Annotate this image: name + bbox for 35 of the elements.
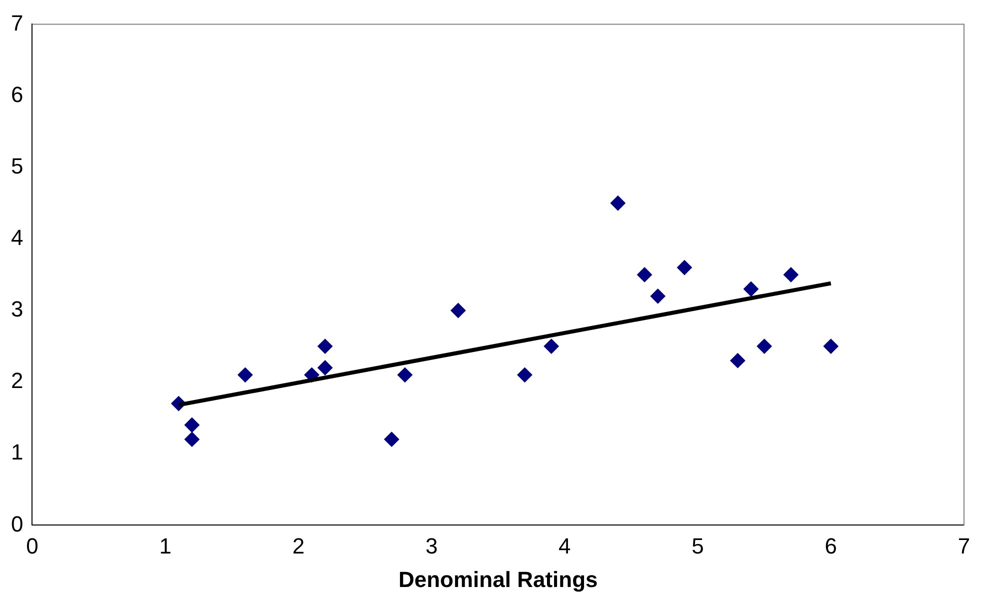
x-axis-title: Denominal Ratings bbox=[398, 566, 598, 592]
y-tick-label: 6 bbox=[10, 82, 24, 107]
x-tick-label: 3 bbox=[425, 533, 438, 558]
point bbox=[318, 360, 333, 376]
point bbox=[397, 367, 412, 382]
point bbox=[637, 267, 652, 282]
y-tick-label: 4 bbox=[10, 224, 24, 250]
point bbox=[238, 367, 253, 382]
y-tick-label: 3 bbox=[10, 296, 24, 322]
y-tick-label: 2 bbox=[10, 368, 24, 394]
point bbox=[783, 267, 798, 282]
point bbox=[650, 288, 666, 304]
y-tick-label: 0 bbox=[10, 511, 24, 536]
x-tick-label: 7 bbox=[958, 533, 970, 558]
point bbox=[450, 302, 466, 318]
x-tick-label: 5 bbox=[692, 533, 704, 558]
y-tick-label: 5 bbox=[10, 153, 24, 178]
point bbox=[384, 432, 400, 447]
point bbox=[184, 432, 200, 447]
point bbox=[184, 418, 200, 432]
point bbox=[744, 282, 759, 297]
point bbox=[676, 260, 692, 276]
point bbox=[318, 338, 333, 354]
x-tick-label: 2 bbox=[292, 533, 305, 558]
point bbox=[823, 338, 838, 354]
x-tick-label: 1 bbox=[159, 533, 172, 558]
y-tick-label: 7 bbox=[10, 10, 24, 36]
point bbox=[610, 196, 626, 211]
point bbox=[544, 338, 559, 354]
x-tick-label: 4 bbox=[558, 533, 571, 558]
point bbox=[730, 353, 746, 368]
point bbox=[517, 367, 532, 382]
y-tick-label: 1 bbox=[10, 440, 24, 465]
point bbox=[756, 338, 772, 354]
x-tick-label: 6 bbox=[824, 533, 838, 558]
